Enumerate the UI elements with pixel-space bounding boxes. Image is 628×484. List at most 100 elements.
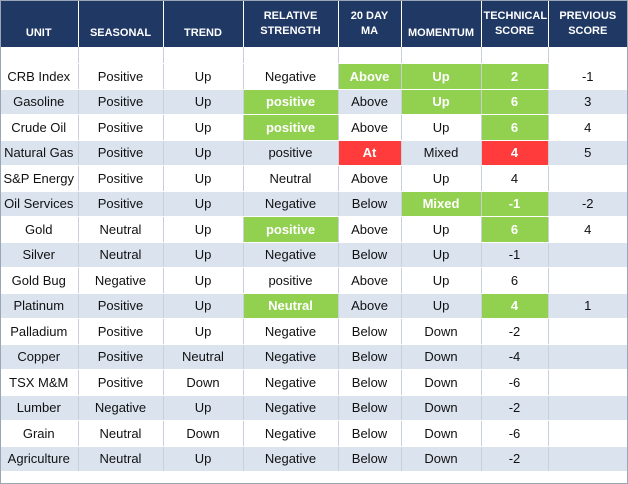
spacer-cell	[78, 47, 164, 64]
seasonal-cell: Negative	[78, 395, 164, 421]
seasonal-cell: Positive	[78, 89, 164, 115]
spacer-row	[0, 47, 627, 64]
relative-strength-cell: positive	[243, 89, 339, 115]
relative-strength-cell: Negative	[243, 191, 339, 217]
previous-score-cell	[548, 267, 627, 294]
seasonal-cell: Positive	[78, 140, 164, 166]
previous-score-cell: 4	[548, 216, 627, 243]
previous-score-cell: 1	[548, 293, 627, 319]
relative-strength-cell: Negative	[243, 446, 339, 472]
momentum-cell: Down	[401, 420, 482, 447]
ma20-cell: Above	[338, 165, 402, 192]
previous-score-cell: 4	[548, 114, 627, 141]
seasonal-cell: Neutral	[78, 242, 164, 268]
trend-cell: Down	[163, 369, 244, 396]
table-row: S&P Energy Positive Up Neutral Above Up 4	[0, 165, 627, 192]
table-row: Oil Services Positive Up Negative Below Mixed…	[0, 191, 627, 217]
ma20-cell: Below	[338, 242, 402, 268]
header-previous-score: PREVIOUS SCORE	[548, 0, 627, 47]
header-seasonal: SEASONAL	[78, 0, 164, 47]
table-row: Natural Gas Positive Up positive At Mixed 4 5	[0, 140, 627, 166]
header-technical-score: TECHNICAL SCORE	[481, 0, 549, 47]
momentum-cell: Up	[401, 114, 482, 141]
ma20-cell: Below	[338, 318, 402, 345]
table-row: Copper Positive Neutral Negative Below Down -4	[0, 344, 627, 370]
unit-cell: Grain	[0, 420, 79, 447]
trend-cell: Up	[163, 191, 244, 217]
table-row: Platinum Positive Up Neutral Above Up 4 1	[0, 293, 627, 319]
ma20-cell: Above	[338, 114, 402, 141]
ma20-cell: Below	[338, 446, 402, 472]
unit-cell: Silver	[0, 242, 79, 268]
technical-score-cell: -4	[481, 344, 549, 370]
seasonal-cell: Positive	[78, 293, 164, 319]
momentum-cell: Up	[401, 216, 482, 243]
technical-score-cell: 6	[481, 89, 549, 115]
unit-cell: Platinum	[0, 293, 79, 319]
header-unit: UNIT	[0, 0, 79, 47]
trend-cell: Down	[163, 420, 244, 447]
ma20-cell: Below	[338, 369, 402, 396]
table-row: Silver Neutral Up Negative Below Up -1	[0, 242, 627, 268]
trend-cell: Up	[163, 242, 244, 268]
table-row: CRB Index Positive Up Negative Above Up 2 -1	[0, 63, 627, 90]
table-body: CRB Index Positive Up Negative Above Up 2 -1 Gas…	[0, 47, 627, 472]
spacer-cell	[548, 47, 627, 64]
momentum-cell: Up	[401, 165, 482, 192]
seasonal-cell: Negative	[78, 267, 164, 294]
technical-score-cell: 6	[481, 216, 549, 243]
ma20-cell: Above	[338, 216, 402, 243]
table-row: Palladium Positive Up Negative Below Down -2	[0, 318, 627, 345]
table-row: Agriculture Neutral Up Negative Below Down -2	[0, 446, 627, 472]
seasonal-cell: Positive	[78, 165, 164, 192]
relative-strength-cell: Negative	[243, 242, 339, 268]
previous-score-cell	[548, 446, 627, 472]
momentum-cell: Down	[401, 446, 482, 472]
technical-score-cell: -6	[481, 369, 549, 396]
previous-score-cell	[548, 369, 627, 396]
seasonal-cell: Positive	[78, 191, 164, 217]
unit-cell: S&P Energy	[0, 165, 79, 192]
momentum-cell: Down	[401, 344, 482, 370]
relative-strength-cell: positive	[243, 216, 339, 243]
table-row: Grain Neutral Down Negative Below Down -6	[0, 420, 627, 447]
trend-cell: Up	[163, 114, 244, 141]
trend-cell: Up	[163, 293, 244, 319]
unit-cell: Gold	[0, 216, 79, 243]
header-momentum: MOMENTUM	[401, 0, 482, 47]
unit-cell: Lumber	[0, 395, 79, 421]
momentum-cell: Up	[401, 242, 482, 268]
unit-cell: Palladium	[0, 318, 79, 345]
spacer-cell	[243, 47, 339, 64]
spacer-cell	[0, 47, 79, 64]
header-20-day-ma: 20 DAY MA	[338, 0, 402, 47]
seasonal-cell: Positive	[78, 369, 164, 396]
table-row: Gold Bug Negative Up positive Above Up 6	[0, 267, 627, 294]
trend-cell: Up	[163, 63, 244, 90]
unit-cell: Copper	[0, 344, 79, 370]
previous-score-cell: -2	[548, 191, 627, 217]
header-relative-strength: RELATIVE STRENGTH	[243, 0, 339, 47]
table-row: Gold Neutral Up positive Above Up 6 4	[0, 216, 627, 243]
relative-strength-cell: positive	[243, 140, 339, 166]
trend-cell: Up	[163, 165, 244, 192]
spacer-cell	[338, 47, 402, 64]
table-row: Gasoline Positive Up positive Above Up 6 3	[0, 89, 627, 115]
momentum-cell: Mixed	[401, 140, 482, 166]
unit-cell: Agriculture	[0, 446, 79, 472]
relative-strength-cell: Neutral	[243, 293, 339, 319]
table-row: Crude Oil Positive Up positive Above Up 6 4	[0, 114, 627, 141]
previous-score-cell: 3	[548, 89, 627, 115]
previous-score-cell: -1	[548, 63, 627, 90]
relative-strength-cell: Negative	[243, 420, 339, 447]
technical-score-cell: -2	[481, 446, 549, 472]
header-trend: TREND	[163, 0, 244, 47]
technical-score-cell: -2	[481, 395, 549, 421]
unit-cell: Oil Services	[0, 191, 79, 217]
seasonal-cell: Positive	[78, 63, 164, 90]
trend-cell: Up	[163, 395, 244, 421]
previous-score-cell	[548, 395, 627, 421]
relative-strength-cell: Neutral	[243, 165, 339, 192]
seasonal-cell: Positive	[78, 318, 164, 345]
